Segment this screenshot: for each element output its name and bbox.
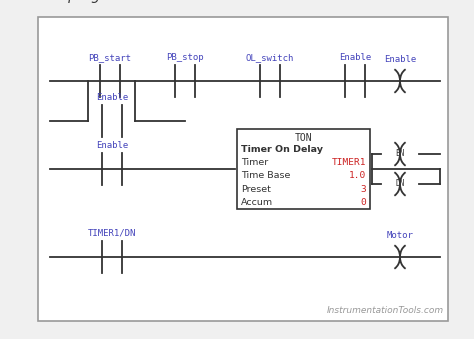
Text: PB_start: PB_start (89, 53, 131, 62)
Text: Enable: Enable (384, 55, 416, 64)
Text: TIMER1: TIMER1 (331, 158, 366, 167)
Text: Enable: Enable (339, 53, 371, 62)
Text: EN: EN (395, 149, 405, 159)
Text: Motor: Motor (387, 231, 413, 240)
Text: 0: 0 (360, 198, 366, 207)
Text: 3: 3 (360, 185, 366, 194)
Text: Preset: Preset (241, 185, 271, 194)
Text: Accum: Accum (241, 198, 273, 207)
Text: PB_stop: PB_stop (166, 53, 204, 62)
Text: Enable: Enable (96, 141, 128, 150)
Text: Timer On Delay: Timer On Delay (241, 145, 323, 154)
Text: OL_switch: OL_switch (246, 53, 294, 62)
Text: PLC program: PLC program (38, 0, 128, 3)
Text: Enable: Enable (96, 93, 128, 102)
FancyBboxPatch shape (38, 17, 448, 321)
FancyBboxPatch shape (237, 129, 370, 209)
Text: InstrumentationTools.com: InstrumentationTools.com (327, 306, 444, 315)
Text: Time Base: Time Base (241, 172, 291, 180)
Text: Timer: Timer (241, 158, 268, 167)
Text: TON: TON (295, 133, 312, 143)
Text: 1.0: 1.0 (349, 172, 366, 180)
Text: TIMER1/DN: TIMER1/DN (88, 229, 136, 238)
Text: DN: DN (395, 179, 405, 188)
